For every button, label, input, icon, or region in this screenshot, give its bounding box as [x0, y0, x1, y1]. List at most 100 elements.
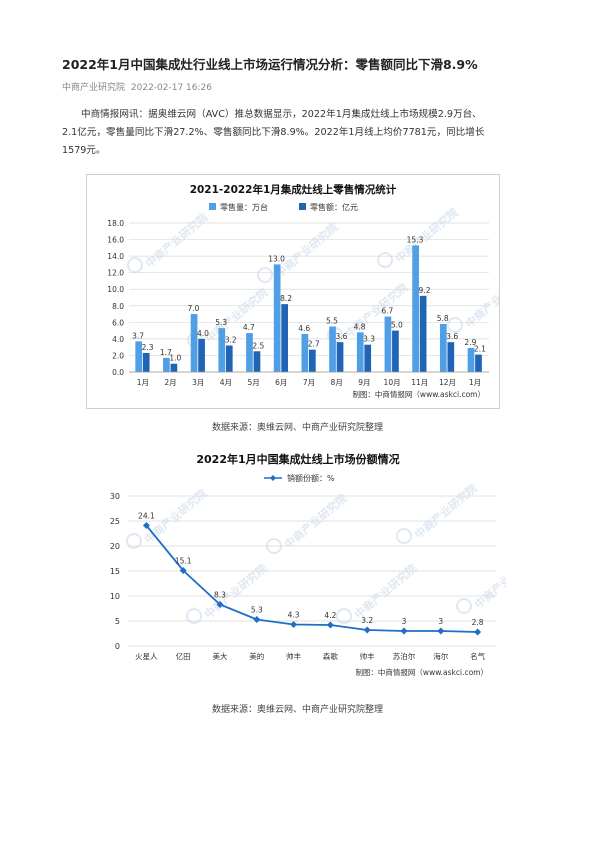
x-tick-label: 1月 [469, 378, 481, 387]
bar [142, 352, 150, 372]
bar-value-label: 2.5 [252, 341, 264, 350]
x-tick-label: 火星人 [135, 652, 158, 661]
series-line [145, 524, 478, 633]
point-value-label: 3 [402, 617, 407, 626]
x-tick-label: 美大 [213, 651, 228, 661]
y-tick-label: 8.0 [112, 302, 124, 311]
bar [273, 264, 281, 372]
x-tick-label: 苏泊尔 [393, 651, 416, 661]
x-tick-label: 7月 [303, 378, 315, 387]
legend-marker [270, 475, 276, 481]
x-tick-label: 12月 [439, 378, 456, 387]
x-tick-label: 8月 [331, 378, 343, 387]
bar [392, 330, 399, 372]
bar-value-label: 4.7 [243, 323, 255, 332]
watermark-logo [127, 257, 143, 273]
x-tick-label: 2月 [164, 378, 176, 387]
point-value-label: 4.2 [324, 611, 336, 620]
y-tick-label: 10 [110, 592, 120, 601]
watermark-text: 中商产业研究院 [412, 481, 480, 541]
watermark-logo [186, 608, 202, 624]
legend-label: 零售量：万台 [220, 202, 268, 212]
bar-value-label: 2.1 [474, 345, 486, 354]
bar [364, 344, 372, 372]
point-value-label: 24.1 [138, 512, 155, 521]
bar [419, 295, 427, 372]
data-point [326, 621, 334, 629]
watermark-text: 中商产业研究院 [273, 220, 341, 280]
bar-value-label: 9.2 [419, 286, 431, 295]
bar [309, 349, 316, 372]
bar-value-label: 2.7 [308, 340, 320, 349]
bar [190, 314, 198, 372]
data-point [253, 616, 261, 623]
bar-value-label: 3.3 [363, 335, 375, 344]
data-point [216, 601, 224, 608]
x-tick-label: 美的 [249, 651, 264, 661]
data-point [437, 627, 445, 635]
watermark-text: 中商产业研究院 [472, 551, 506, 611]
point-value-label: 2.8 [472, 618, 484, 627]
bar [447, 342, 455, 372]
bar [412, 245, 419, 372]
point-value-label: 5.3 [251, 606, 263, 615]
x-tick-label: 帅丰 [286, 651, 301, 661]
watermark-logo [447, 317, 463, 333]
bar [225, 345, 233, 372]
x-tick-label: 帅丰 [360, 651, 375, 661]
y-tick-label: 10.0 [107, 285, 124, 294]
chart1-source-caption: 数据来源：奥维云网、中商产业研究院整理 [211, 423, 383, 433]
chart2-title: 2022年1月中国集成灶线上市场份额情况 [196, 452, 399, 466]
x-tick-label: 10月 [384, 378, 401, 387]
x-tick-label: 11月 [411, 378, 428, 387]
data-point [363, 626, 371, 634]
bar [301, 333, 309, 372]
data-point [400, 627, 408, 635]
bar-value-label: 6.7 [381, 307, 393, 316]
bar-value-label: 3.6 [446, 332, 458, 341]
chart1-title: 2021-2022年1月集成灶线上零售情况统计 [190, 183, 397, 196]
watermark-logo [377, 252, 393, 268]
x-tick-label: 4月 [220, 378, 232, 387]
bar-value-label: 3.6 [335, 332, 347, 341]
bar [218, 328, 226, 372]
bar-value-label: 1.0 [169, 354, 181, 363]
bar-value-label: 5.3 [215, 318, 227, 327]
publish-date: 2022-02-17 16:26 [130, 83, 212, 93]
article-meta: 中商产业研究院 2022-02-17 16:26 [62, 80, 212, 93]
bar-value-label: 3.2 [225, 336, 237, 345]
bar-value-label: 5.5 [326, 316, 338, 325]
watermark-logo [257, 267, 273, 283]
bar-value-label: 5.0 [391, 321, 403, 330]
y-tick-label: 15 [110, 567, 120, 576]
y-tick-label: 18.0 [107, 219, 124, 228]
point-value-label: 3.2 [361, 616, 373, 625]
watermark-text: 中商产业研究院 [463, 270, 499, 330]
bar [163, 357, 170, 372]
bar [281, 304, 289, 372]
watermark-logo [126, 533, 142, 549]
bar-value-label: 3.7 [132, 331, 144, 340]
chart2-source-caption: 数据来源：奥维云网、中商产业研究院整理 [211, 705, 383, 715]
x-tick-label: 名气 [470, 651, 485, 661]
bar-value-label: 4.6 [298, 324, 310, 333]
bar-value-label: 2.3 [142, 343, 154, 352]
bar [356, 332, 364, 372]
legend-swatch [299, 203, 306, 210]
paragraph-line-3: 1579元。 [62, 145, 106, 156]
bar [439, 323, 447, 372]
legend-label: 零售额：亿元 [310, 202, 358, 212]
legend-swatch [209, 203, 216, 210]
source-name[interactable]: 中商产业研究院 [62, 83, 126, 93]
x-tick-label: 5月 [247, 378, 259, 387]
paragraph-line-2: 2.1亿元，零售量同比下滑27.2%、零售额同比下滑8.9%。2022年1月线上… [62, 127, 485, 138]
article-title: 2022年1月中国集成灶行业线上市场运行情况分析：零售额同比下滑8.9% [62, 57, 478, 72]
watermark-logo [336, 608, 352, 624]
y-tick-label: 0 [115, 642, 120, 651]
bar-value-label: 13.0 [268, 254, 285, 263]
x-tick-label: 3月 [192, 378, 204, 387]
point-value-label: 8.3 [214, 591, 226, 600]
bar-value-label: 15.3 [407, 235, 424, 244]
y-tick-label: 4.0 [112, 335, 124, 344]
